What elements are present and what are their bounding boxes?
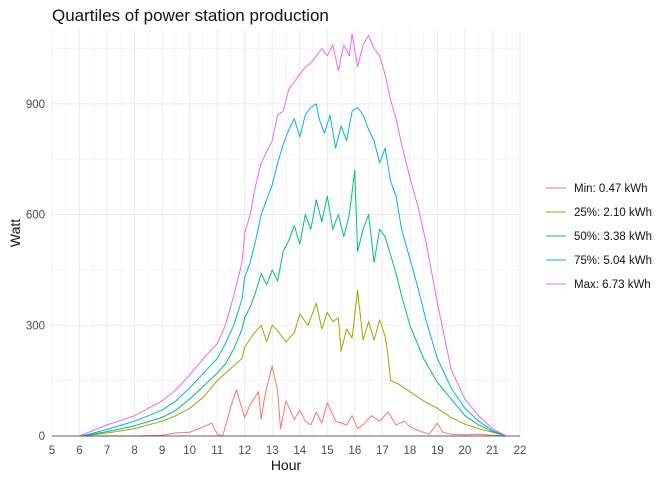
grid xyxy=(51,30,521,437)
y-tick-label: 600 xyxy=(26,210,45,222)
x-tick-label: 8 xyxy=(131,445,137,457)
x-tick-label: 18 xyxy=(403,445,416,457)
x-tick-label: 13 xyxy=(266,445,279,457)
series-line-3 xyxy=(82,103,507,437)
series-lines xyxy=(79,33,507,437)
chart-title: Quartiles of power station production xyxy=(52,6,329,25)
y-tick-label: 300 xyxy=(26,320,45,332)
x-tick-label: 15 xyxy=(321,445,334,457)
series-line-2 xyxy=(82,169,507,437)
legend-label-4: Max: 6.73 kWh xyxy=(574,279,651,291)
legend-label-1: 25%: 2.10 kWh xyxy=(574,207,652,219)
series-line-0 xyxy=(85,365,507,437)
x-tick-label: 22 xyxy=(514,445,527,457)
x-tick-label: 14 xyxy=(293,445,306,457)
legend: Min: 0.47 kWh 25%: 2.10 kWh 50%: 3.38 kWh 7… xyxy=(546,183,652,291)
x-tick-label: 17 xyxy=(376,445,389,457)
x-tick-label: 19 xyxy=(431,445,444,457)
series-line-1 xyxy=(82,289,507,437)
x-tick-label: 9 xyxy=(159,445,165,457)
x-tick-label: 21 xyxy=(486,445,499,457)
x-tick-label: 11 xyxy=(211,445,223,457)
legend-label-0: Min: 0.47 kWh xyxy=(574,183,648,195)
x-tick-label: 16 xyxy=(348,445,361,457)
legend-label-3: 75%: 5.04 kWh xyxy=(574,255,652,267)
x-tick-label: 10 xyxy=(183,445,196,457)
x-tick-label: 6 xyxy=(76,445,82,457)
series-line-4 xyxy=(79,33,507,437)
x-tick-label: 20 xyxy=(459,445,472,457)
y-tick-label: 900 xyxy=(26,99,45,111)
x-axis-title: Hour xyxy=(271,457,302,473)
x-tick-label: 12 xyxy=(238,445,251,457)
y-tick-label: 0 xyxy=(39,431,45,443)
x-tick-label: 7 xyxy=(104,445,110,457)
y-tick-labels: 0 300 600 900 xyxy=(26,99,45,443)
x-tick-labels: 5 6 7 8 9 10 11 12 13 14 15 16 17 18 19 20 21 22 xyxy=(49,445,527,457)
x-tick-label: 5 xyxy=(49,445,55,457)
legend-label-2: 50%: 3.38 kWh xyxy=(574,231,652,243)
y-axis-title: Watt xyxy=(7,219,23,247)
